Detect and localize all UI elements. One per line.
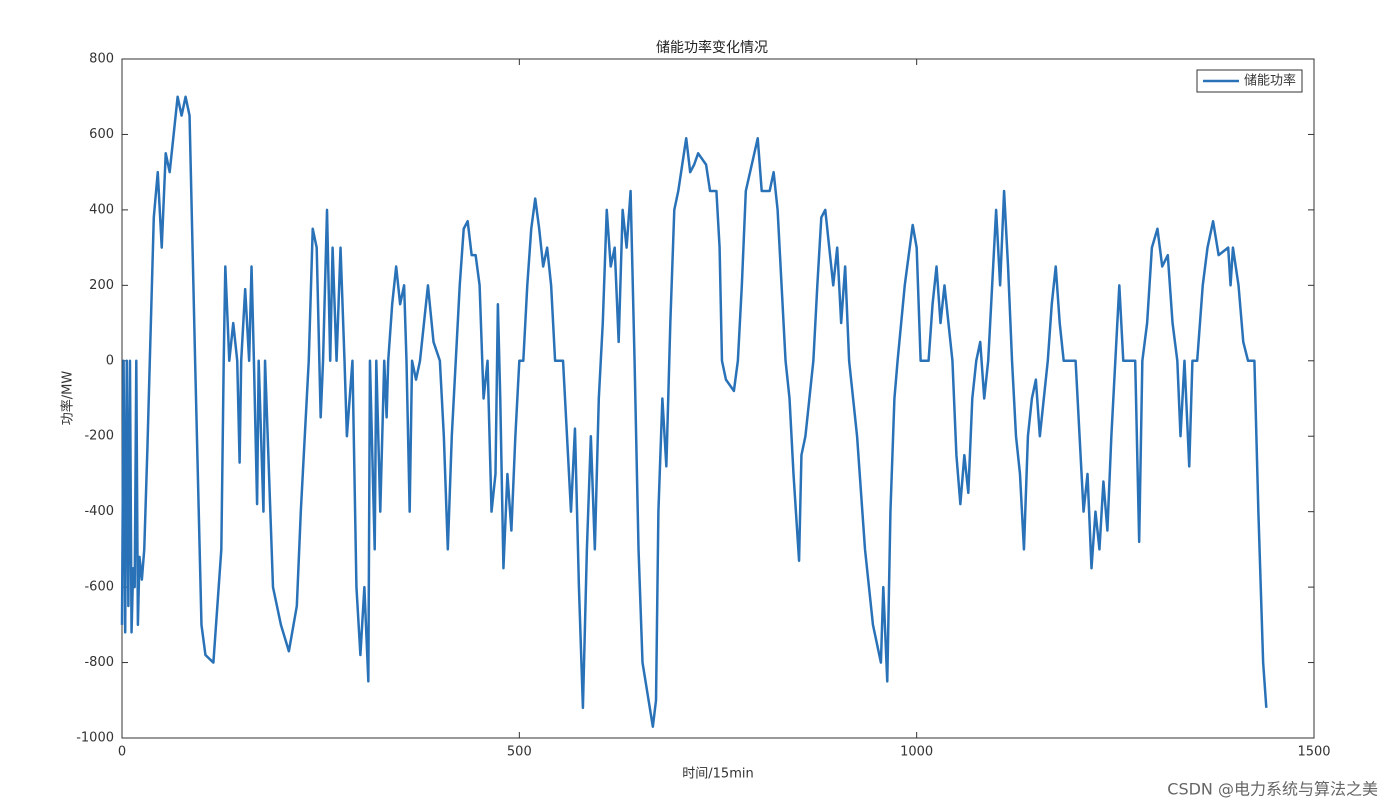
x-axis-label: 时间/15min [682,767,753,782]
x-tick-label: 500 [507,745,532,760]
chart-title: 储能功率变化情况 [656,39,768,56]
y-tick-label: -600 [84,580,114,595]
x-tick-label: 0 [118,745,126,760]
watermark: CSDN @电力系统与算法之美 [1167,780,1378,799]
legend-box [1196,69,1303,93]
x-tick-label: 1500 [1297,745,1330,760]
y-tick-label: 200 [89,278,114,293]
y-tick-label: -400 [84,504,114,519]
y-tick-label: 400 [89,202,114,217]
y-tick-label: 600 [89,127,114,142]
y-tick-label: -200 [84,429,114,444]
legend-label: 储能功率 [1244,73,1296,89]
y-tick-label: 0 [106,353,114,368]
y-tick-label: 800 [89,52,114,67]
x-tick-label: 1000 [900,745,933,760]
y-axis-label: 功率/MW [60,371,76,426]
y-tick-label: -800 [84,655,114,670]
plot-frame [121,58,1315,739]
y-tick-label: -1000 [76,731,114,746]
line-series [120,95,1268,728]
